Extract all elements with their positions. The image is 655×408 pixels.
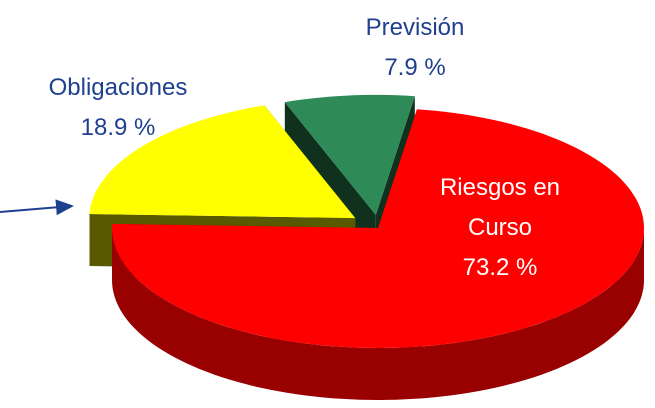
category-label: Riesgos en Curso bbox=[439, 174, 561, 241]
slice-label: Obligaciones 18.9 % bbox=[8, 68, 228, 148]
value-label: 73.2 % bbox=[462, 254, 538, 281]
value-label: 18.9 % bbox=[80, 114, 156, 141]
category-label: Previsión bbox=[365, 14, 465, 41]
value-label: 7.9 % bbox=[384, 54, 446, 81]
pie-slice bbox=[112, 109, 644, 400]
category-label: Obligaciones bbox=[48, 74, 188, 101]
slice-label: Previsión 7.9 % bbox=[305, 8, 525, 88]
slice-top bbox=[89, 105, 356, 219]
slice-top bbox=[112, 109, 644, 348]
slice-top bbox=[284, 94, 415, 215]
slice-label: Riesgos en Curso 73.2 % bbox=[425, 168, 575, 288]
pointer-arrow bbox=[0, 199, 74, 216]
slice-wall bbox=[112, 228, 644, 400]
